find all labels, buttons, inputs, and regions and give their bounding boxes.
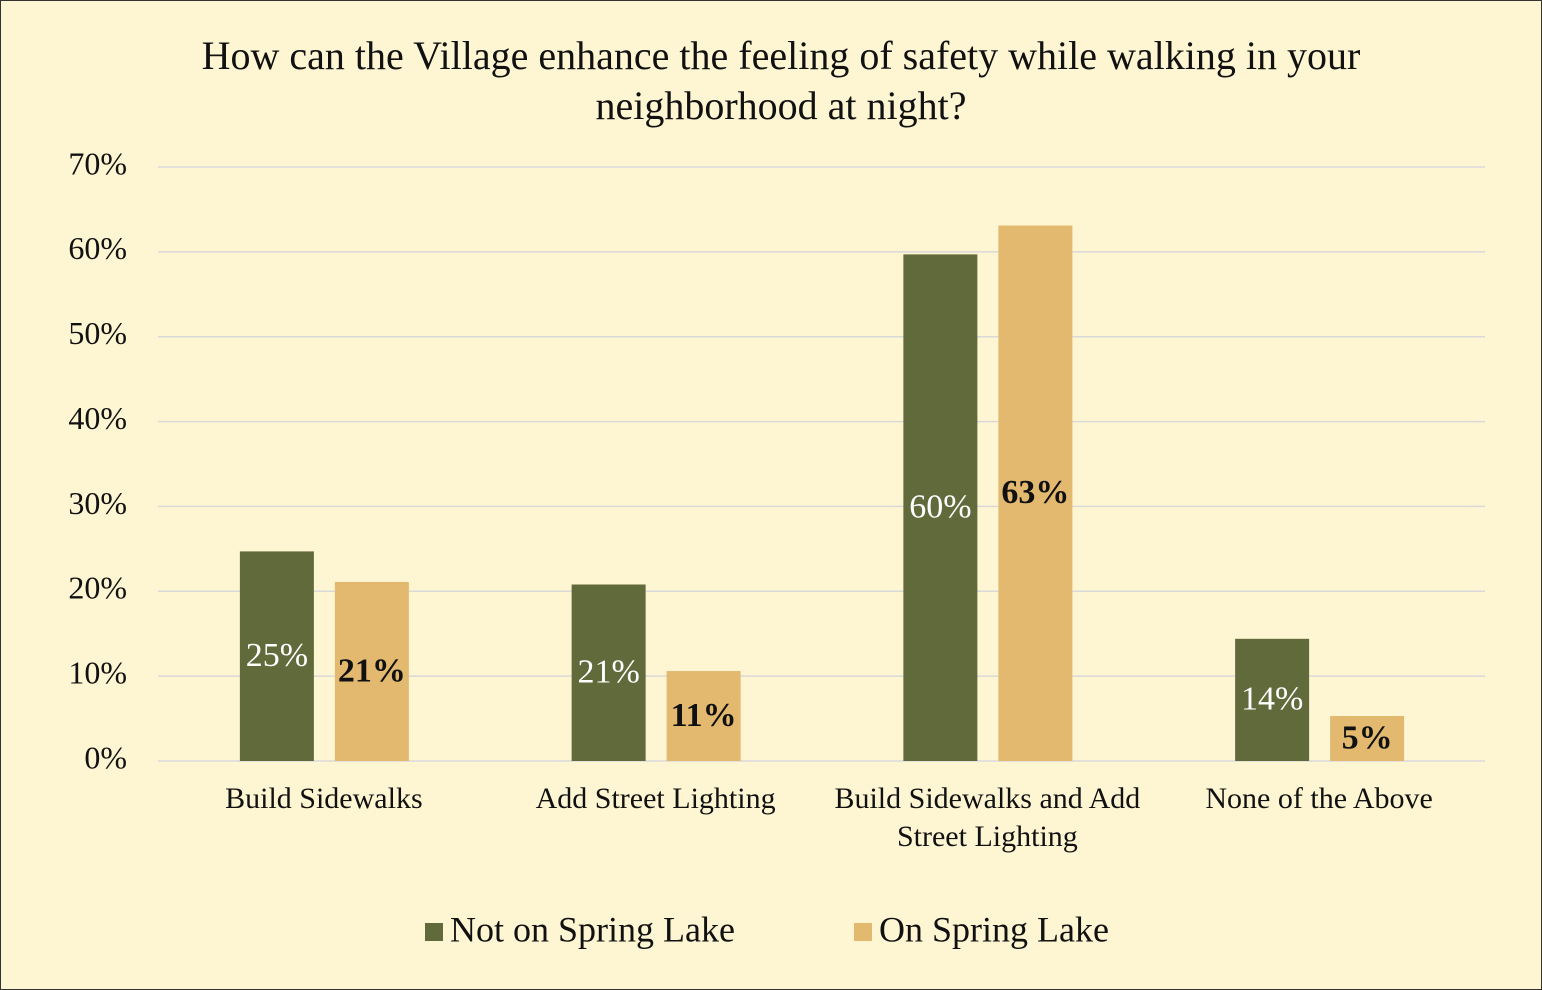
bar — [1235, 638, 1310, 761]
bar — [1330, 716, 1405, 761]
value-label: 21% — [338, 652, 406, 689]
bar — [239, 551, 314, 761]
value-label: 25% — [246, 637, 308, 674]
legend-label: On Spring Lake — [879, 909, 1109, 949]
y-tick-label: 0% — [84, 739, 127, 775]
y-tick-label: 30% — [68, 485, 127, 521]
y-tick-label: 20% — [68, 570, 127, 606]
value-label: 60% — [909, 488, 971, 525]
value-label: 21% — [577, 654, 639, 691]
value-label: 63% — [1001, 474, 1069, 511]
value-label: 5% — [1342, 719, 1393, 756]
x-tick-label: Build Sidewalks — [225, 782, 423, 815]
y-tick-label: 50% — [68, 315, 127, 351]
bar — [334, 581, 409, 761]
chart-title: How can the Village enhance the feeling … — [201, 33, 1361, 128]
y-tick-label: 40% — [68, 400, 127, 436]
bar — [998, 225, 1073, 762]
x-tick-label: None of the Above — [1205, 782, 1433, 815]
legend-label: Not on Spring Lake — [450, 909, 735, 949]
value-label: 11% — [671, 697, 737, 734]
bar — [666, 671, 741, 761]
y-tick-label: 70% — [68, 145, 127, 181]
x-tick-label: Add Street Lighting — [535, 782, 776, 815]
x-tick-label: Build Sidewalks and Add Street Lighting — [834, 782, 1141, 853]
legend-marker — [425, 923, 443, 941]
bar — [903, 254, 978, 761]
legend-marker — [854, 923, 872, 941]
y-tick-label: 60% — [68, 230, 127, 266]
value-label: 14% — [1241, 681, 1303, 718]
y-tick-label: 10% — [68, 654, 127, 690]
bar — [571, 584, 646, 761]
